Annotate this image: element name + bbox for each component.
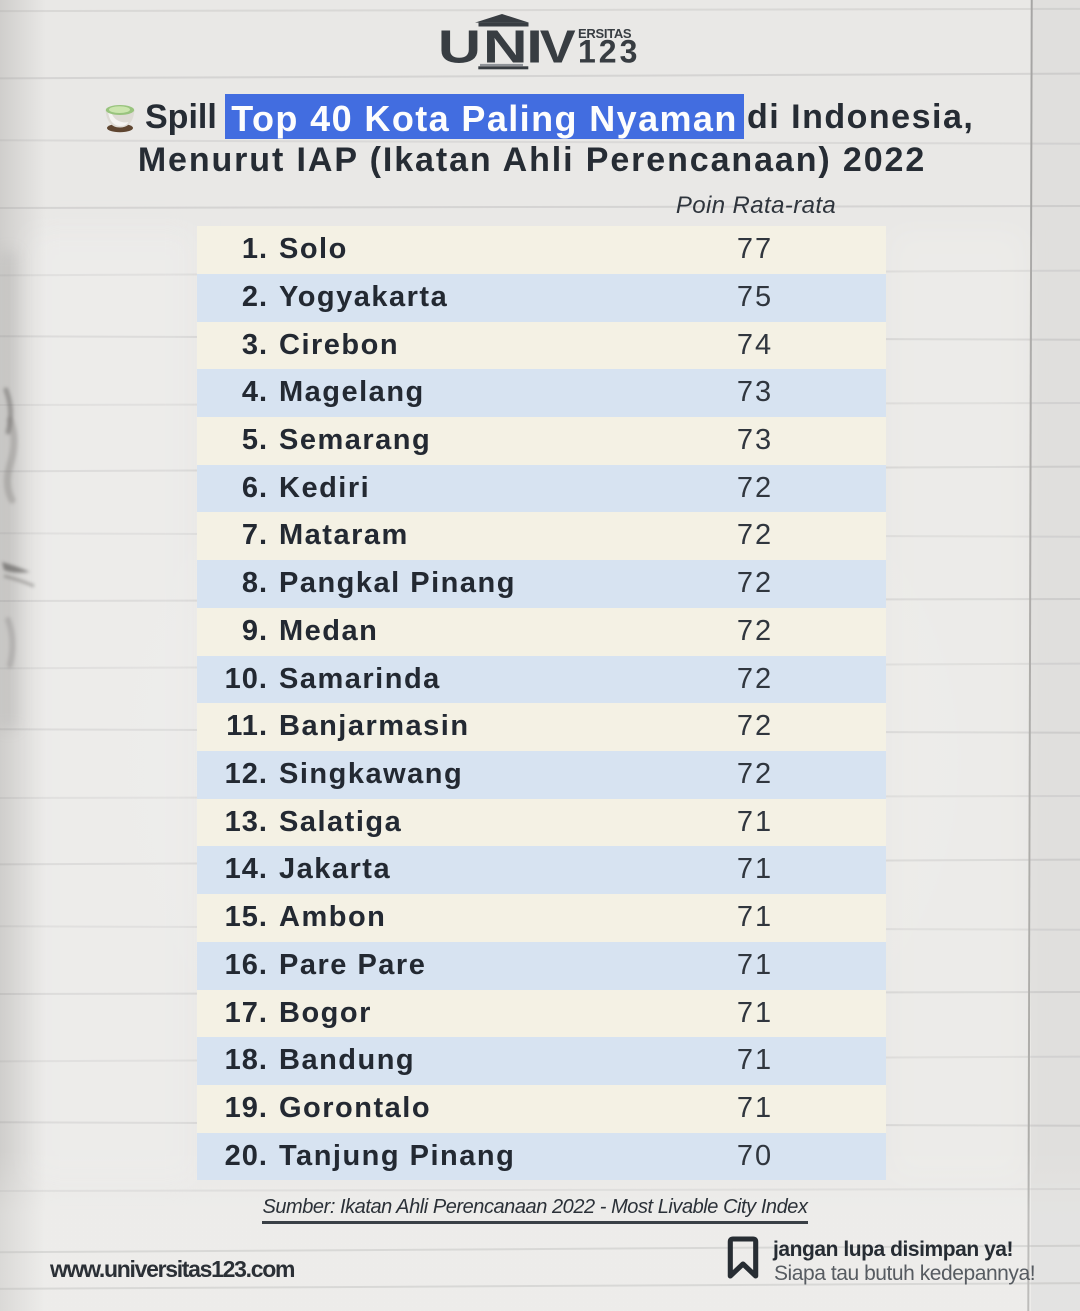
svg-text:123: 123 xyxy=(578,34,640,70)
svg-text:V: V xyxy=(540,21,577,72)
svg-text:I: I xyxy=(526,22,543,73)
svg-text:ERSITAS: ERSITAS xyxy=(578,26,632,41)
svg-text:U: U xyxy=(438,22,481,73)
